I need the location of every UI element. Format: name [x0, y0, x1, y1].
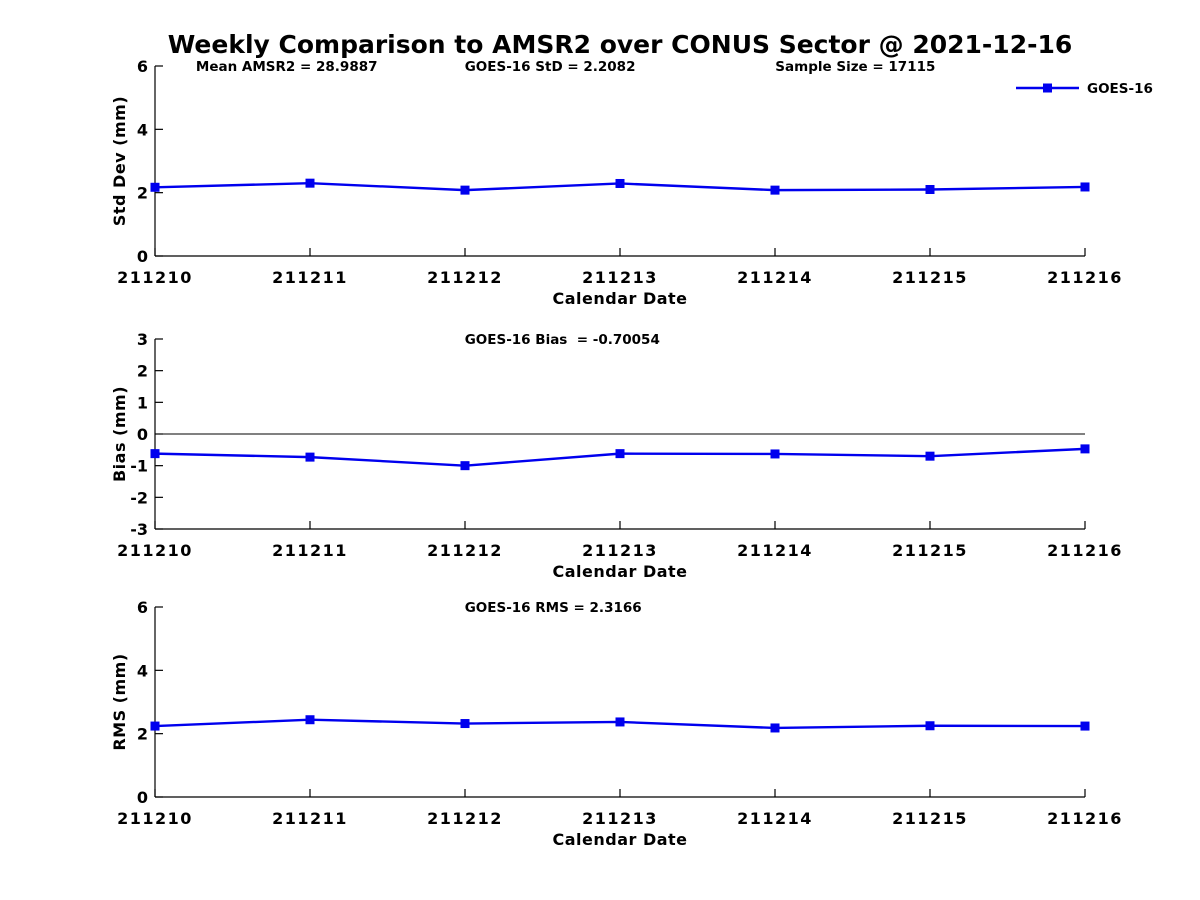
- data-point-marker: [770, 723, 780, 733]
- data-point-marker: [615, 717, 625, 727]
- goes16-std-annotation: GOES-16 StD = 2.2082: [465, 59, 636, 75]
- goes16-rms-annotation: GOES-16 RMS = 2.3166: [465, 600, 642, 616]
- x-tick-label: 211213: [582, 541, 658, 560]
- data-point-marker: [460, 185, 470, 195]
- y-tick-label: -1: [130, 457, 148, 476]
- data-point-marker: [925, 185, 935, 194]
- data-point-marker: [770, 449, 780, 459]
- subplot-rms: 0 2 4 6 211210 211211 211212 211213 211214 211215…: [110, 598, 1123, 849]
- data-point-marker: [1080, 721, 1090, 731]
- data-point-marker: [150, 182, 160, 192]
- y-axis-label: Std Dev (mm): [110, 96, 129, 226]
- x-tick-label: 211216: [1047, 809, 1123, 828]
- x-tick-label: 211210: [117, 541, 193, 560]
- x-tick-label: 211215: [892, 541, 968, 560]
- x-tick-label: 211211: [272, 809, 348, 828]
- y-tick-label: 4: [137, 661, 148, 680]
- y-axis-label: Bias (mm): [110, 386, 129, 482]
- x-tick-label: 211212: [427, 268, 503, 287]
- data-point-marker: [305, 452, 315, 462]
- x-tick-label: 211215: [892, 268, 968, 287]
- sample-size-annotation: Sample Size = 17115: [775, 59, 935, 75]
- legend-marker-icon: [1043, 83, 1052, 93]
- x-tick-label: 211212: [427, 809, 503, 828]
- subplot-bias: -3 -2 -1 0 1 2 3 211210 211211 211212 211213 211214…: [110, 330, 1123, 581]
- y-tick-label: -3: [130, 520, 148, 539]
- y-tick-label: 4: [137, 120, 148, 139]
- mean-amsr2-annotation: Mean AMSR2 = 28.9887: [196, 59, 378, 75]
- data-point-marker: [460, 719, 470, 729]
- data-point-marker: [305, 178, 315, 188]
- y-tick-label: 0: [137, 788, 148, 807]
- data-point-marker: [770, 185, 780, 195]
- x-tick-label: 211216: [1047, 268, 1123, 287]
- y-tick-label: 2: [137, 362, 148, 381]
- data-point-marker: [150, 721, 160, 731]
- x-tick-label: 211213: [582, 268, 658, 287]
- x-tick-label: 211213: [582, 809, 658, 828]
- x-tick-label: 211210: [117, 809, 193, 828]
- x-tick-label: 211210: [117, 268, 193, 287]
- y-tick-label: 3: [137, 330, 148, 349]
- x-tick-label: 211214: [737, 809, 813, 828]
- data-point-marker: [615, 178, 625, 188]
- x-axis-label: Calendar Date: [552, 562, 687, 581]
- y-axis-label: RMS (mm): [110, 653, 129, 750]
- data-point-marker: [150, 449, 160, 459]
- data-point-marker: [305, 715, 315, 725]
- x-axis-label: Calendar Date: [552, 830, 687, 849]
- data-point-marker: [460, 461, 470, 471]
- legend: GOES-16: [1016, 81, 1153, 97]
- y-tick-label: -2: [130, 488, 148, 507]
- data-point-marker: [925, 451, 935, 461]
- y-tick-label: 0: [137, 247, 148, 266]
- y-tick-label: 2: [137, 725, 148, 744]
- x-tick-label: 211215: [892, 809, 968, 828]
- y-tick-label: 6: [137, 57, 148, 76]
- figure-title: Weekly Comparison to AMSR2 over CONUS Se…: [167, 30, 1073, 59]
- data-point-marker: [1080, 444, 1090, 454]
- legend-label: GOES-16: [1087, 81, 1153, 97]
- subplot-stddev: 0 2 4 6 211210 211211 211212 211213 211214 211215…: [110, 57, 1153, 308]
- goes16-bias-annotation: GOES-16 Bias = -0.70054: [465, 332, 660, 348]
- x-tick-label: 211211: [272, 268, 348, 287]
- x-tick-label: 211211: [272, 541, 348, 560]
- y-tick-label: 2: [137, 184, 148, 203]
- x-tick-label: 211216: [1047, 541, 1123, 560]
- y-tick-label: 1: [137, 393, 148, 412]
- x-tick-label: 211212: [427, 541, 503, 560]
- x-tick-label: 211214: [737, 541, 813, 560]
- x-axis-label: Calendar Date: [552, 289, 687, 308]
- data-point-marker: [925, 721, 935, 731]
- data-point-marker: [1080, 182, 1090, 192]
- y-tick-label: 6: [137, 598, 148, 617]
- y-tick-label: 0: [137, 425, 148, 444]
- data-point-marker: [615, 449, 625, 459]
- x-tick-label: 211214: [737, 268, 813, 287]
